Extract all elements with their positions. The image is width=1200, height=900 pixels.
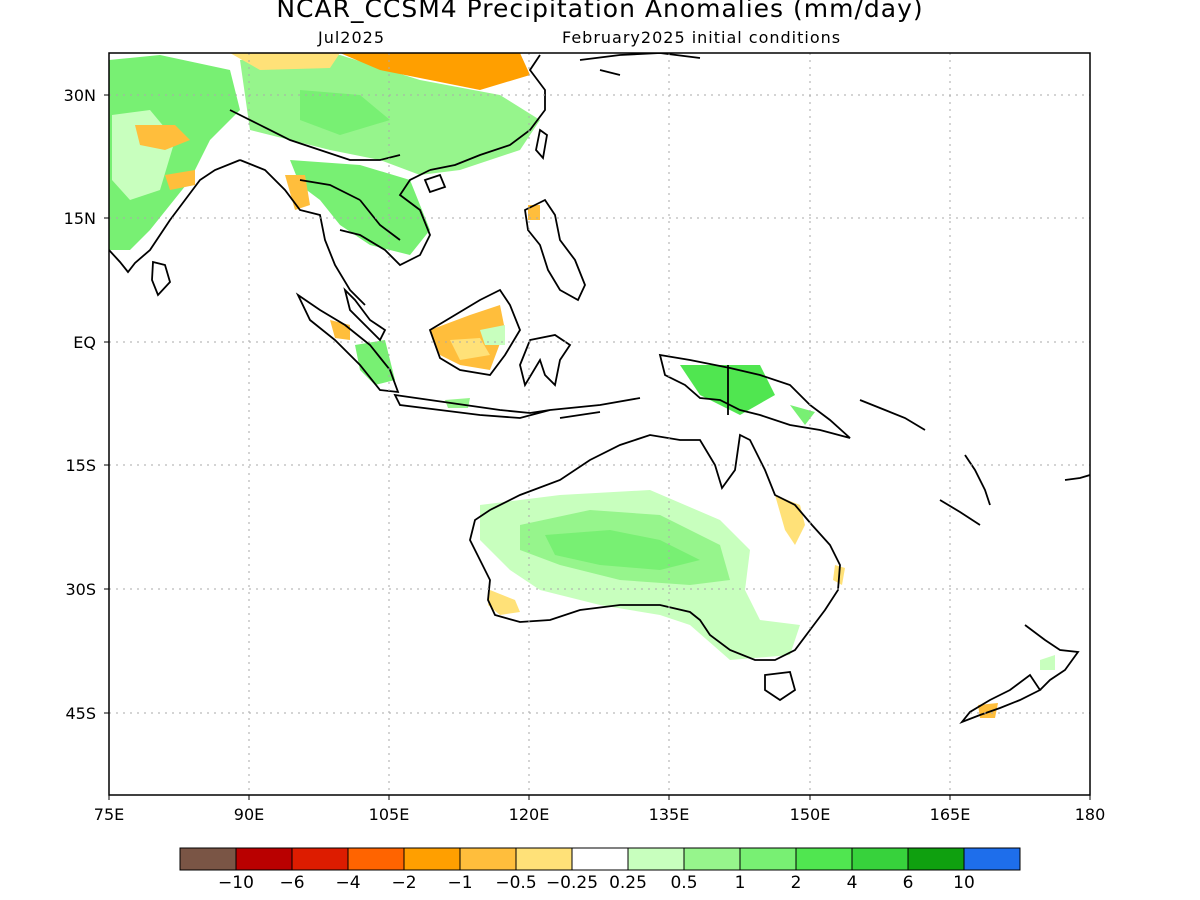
anomaly-green-newguinea2 — [790, 405, 815, 425]
target-month-label: Jul2025 — [318, 28, 386, 47]
anomaly-orange-burma — [285, 175, 310, 210]
coast-sumatra — [295, 292, 400, 394]
coast-java — [393, 393, 551, 419]
anomaly-darkergreen-china — [300, 90, 390, 135]
colorbar-swatch — [515, 847, 573, 871]
coast-newguinea — [658, 353, 851, 439]
coast-solomons — [859, 399, 926, 431]
anomaly-green-indochina — [290, 160, 430, 255]
colorbar-label: 10 — [953, 873, 975, 893]
colorbar-label: −0.25 — [546, 873, 598, 893]
lon-label-90e: 90E — [234, 805, 264, 824]
anomaly-yellow-philippines — [528, 205, 540, 220]
map-title: NCAR_CCSM4 Precipitation Anomalies (mm/d… — [276, 0, 924, 23]
anomaly-lightorange-borneo — [450, 338, 490, 360]
coast-vanuatu — [964, 454, 991, 506]
lon-axis: 75E 90E 105E 120E 135E 150E 165E 180 — [94, 795, 1106, 824]
colorbar-label: −1 — [447, 873, 472, 893]
coast-india — [109, 159, 241, 274]
colorbar-swatch — [851, 847, 909, 871]
colorbar-label: −2 — [391, 873, 416, 893]
coast-borneo — [428, 288, 522, 376]
initial-conditions-label: February2025 initial conditions — [562, 28, 842, 47]
anomaly-yellow-north — [230, 53, 340, 70]
colorbar-label: 4 — [847, 873, 858, 893]
colorbar-swatch — [963, 847, 1021, 871]
anomaly-orange-india — [135, 125, 190, 150]
anomaly-green-australia-core — [545, 530, 700, 570]
lon-label-165e: 165E — [930, 805, 971, 824]
lat-label-30n: 30N — [64, 86, 96, 105]
colorbar: −10 −6 −4 −2 −1 −0.5 −0.25 0.25 0.5 1 2 4 6 10 — [179, 847, 1021, 893]
coast-fiji — [1064, 474, 1090, 481]
coast-china — [429, 54, 546, 171]
anomaly-shading — [109, 53, 1055, 718]
coast-japan-korea — [579, 53, 701, 76]
coast-philippines — [524, 198, 586, 302]
colorbar-label: −6 — [279, 873, 304, 893]
colorbar-swatch — [235, 847, 293, 871]
anomaly-green-india — [109, 55, 240, 250]
anomaly-yellow-sw-australia — [488, 590, 520, 615]
anomaly-green-nz — [1040, 655, 1055, 670]
lat-label-15n: 15N — [64, 209, 96, 228]
colorbar-label: 0.5 — [670, 873, 697, 893]
lon-label-120e: 120E — [509, 805, 550, 824]
anomaly-orange-india2 — [165, 170, 195, 190]
lat-label-eq: EQ — [73, 333, 96, 352]
coast-nz-north — [1024, 624, 1080, 691]
coast-srilanka — [151, 260, 172, 297]
coast-burma-indochina — [239, 159, 431, 306]
borders-asia — [229, 109, 401, 241]
lat-label-30s: 30S — [65, 580, 96, 599]
colorbar-swatch — [907, 847, 965, 871]
lon-label-105e: 105E — [369, 805, 410, 824]
lon-label-180: 180 — [1075, 805, 1106, 824]
colorbar-label: 1 — [735, 873, 746, 893]
coastlines — [109, 53, 1090, 725]
colorbar-label: −10 — [218, 873, 254, 893]
colorbar-label: 0.25 — [609, 873, 647, 893]
lon-label-135e: 135E — [649, 805, 690, 824]
anomaly-green-sumatra — [355, 340, 395, 385]
map-frame — [108, 52, 1091, 796]
coast-newcaledonia — [939, 499, 981, 526]
lat-label-45s: 45S — [65, 704, 96, 723]
grid-lines — [109, 53, 1090, 795]
coast-sulawesi — [519, 334, 572, 388]
colorbar-label: −0.5 — [495, 873, 536, 893]
anomaly-green-borneo — [480, 325, 505, 345]
colorbar-swatch — [459, 847, 517, 871]
coast-tasmania — [764, 671, 797, 702]
colorbar-swatch — [627, 847, 685, 871]
colorbar-swatch — [571, 847, 629, 871]
coast-nz-south — [959, 673, 1042, 725]
colorbar-swatch — [179, 847, 237, 871]
colorbar-swatch — [683, 847, 741, 871]
colorbar-label: 6 — [903, 873, 914, 893]
colorbar-swatch — [795, 847, 853, 871]
lon-label-150e: 150E — [790, 805, 831, 824]
colorbar-swatch — [291, 847, 349, 871]
coast-taiwan — [535, 128, 548, 161]
coast-lesser-sunda — [549, 397, 641, 419]
colorbar-swatch — [739, 847, 797, 871]
anomaly-green-china — [240, 55, 540, 175]
coast-hainan — [423, 173, 447, 194]
lat-axis: 30N 15N EQ 15S 30S 45S — [64, 86, 109, 723]
colorbar-label: −4 — [335, 873, 360, 893]
lat-label-15s: 15S — [65, 456, 96, 475]
anomaly-orange-north — [340, 53, 530, 90]
colorbar-label: 2 — [791, 873, 802, 893]
lon-label-75e: 75E — [94, 805, 124, 824]
colorbar-swatch — [347, 847, 405, 871]
coast-malaya — [343, 287, 387, 342]
coast-australia — [469, 433, 841, 661]
colorbar-swatch — [403, 847, 461, 871]
